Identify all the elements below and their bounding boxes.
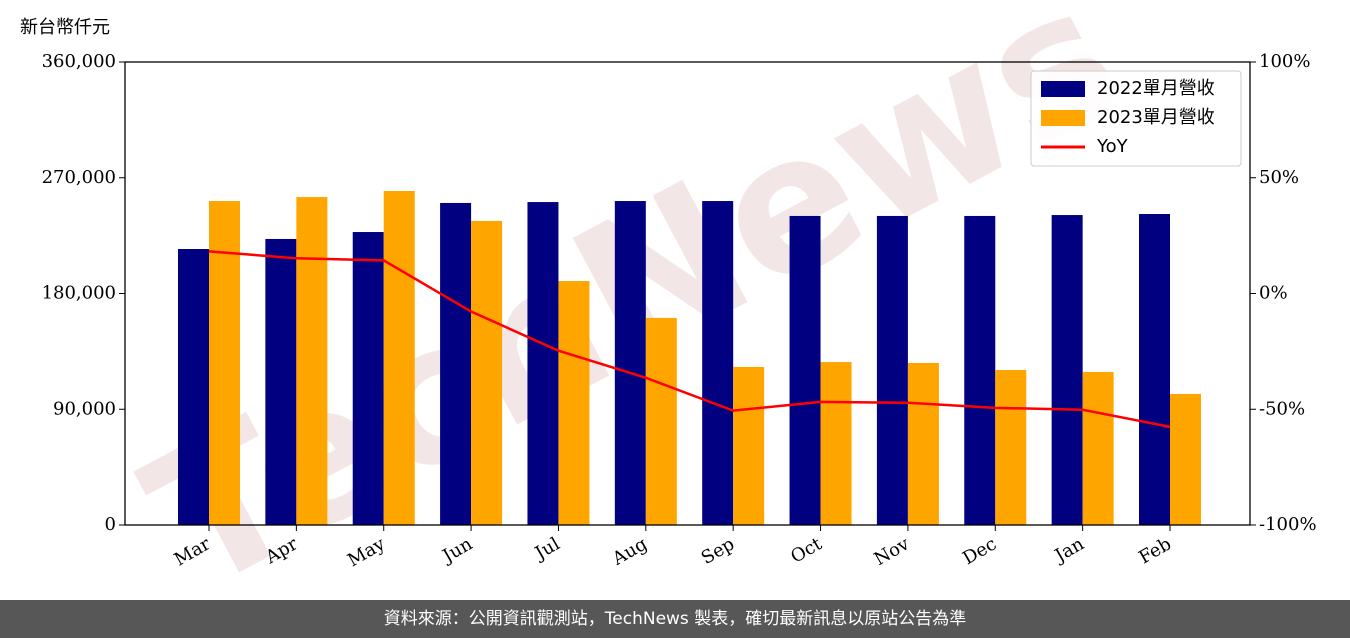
bar (733, 366, 765, 525)
bar (789, 215, 821, 525)
bar (1051, 215, 1083, 525)
footer: 資料來源：公開資訊觀測站，TechNews 製表，確切最新訊息以原站公告為準 (384, 609, 966, 629)
x-tick-label: Dec (959, 533, 1000, 569)
bar (907, 362, 939, 525)
y2-tick-label: 0% (1259, 283, 1288, 304)
x-tick-label: Jun (438, 533, 477, 568)
bar (558, 281, 590, 525)
line (208, 250, 1171, 429)
bar (645, 317, 677, 525)
y-axis-label: 新台幣仟元 (20, 17, 110, 38)
bar (383, 190, 415, 525)
bar (178, 249, 209, 525)
legend-label: YoY (1096, 136, 1129, 157)
bar (440, 202, 472, 526)
legend-swatch (1041, 81, 1085, 97)
x-tick-label: Aug (608, 533, 651, 570)
x-tick-label: Jan (1050, 533, 1088, 567)
bar (995, 370, 1027, 525)
y-tick-label: 270,000 (42, 167, 116, 188)
bar (209, 201, 240, 525)
y-tick-label: 180,000 (42, 283, 116, 304)
legend-label: 2022單月營收 (1097, 78, 1215, 99)
bar (614, 201, 646, 525)
y2-tick-label: 100% (1259, 51, 1310, 72)
y-tick-label: 360,000 (42, 51, 116, 72)
bar (1139, 214, 1170, 526)
y2-tick-label: 50% (1259, 167, 1299, 188)
bar (527, 202, 559, 525)
bar (265, 238, 297, 526)
bar (471, 220, 503, 526)
bar (820, 362, 852, 525)
legend-label: 2023單月營收 (1097, 107, 1215, 128)
bar (296, 197, 328, 525)
bar (352, 232, 384, 525)
x-tick-label: Oct (787, 533, 826, 568)
bar (1170, 393, 1201, 525)
y2-tick-label: -100% (1259, 514, 1317, 535)
bar (876, 215, 908, 525)
x-tick-label: Feb (1135, 533, 1175, 568)
y-tick-label: 90,000 (53, 398, 116, 419)
y-tick-label: 0 (105, 514, 116, 535)
bar (964, 215, 996, 525)
x-tick-label: Sep (698, 533, 738, 568)
y2-tick-label: -50% (1259, 398, 1305, 419)
legend-swatch (1041, 110, 1085, 126)
x-tick-label: Nov (871, 533, 914, 570)
bar (1082, 371, 1114, 525)
footer-bar (0, 600, 1350, 638)
bar (702, 201, 734, 525)
x-tick-label: Jul (530, 533, 564, 565)
plot-frame (124, 61, 1251, 526)
